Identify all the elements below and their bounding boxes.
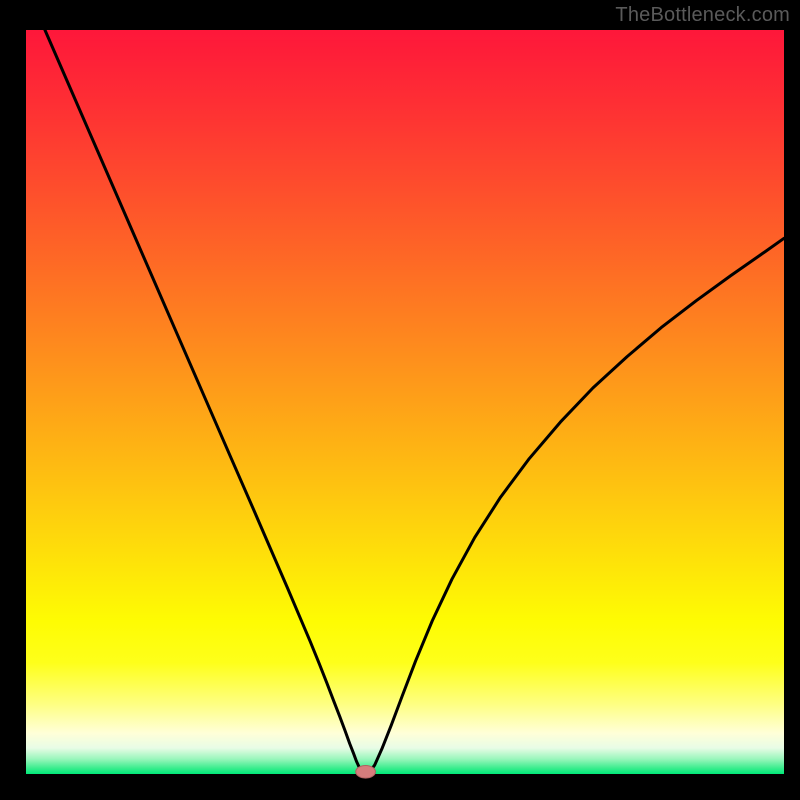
plot-area xyxy=(26,30,784,774)
optimal-marker xyxy=(356,765,376,778)
chart-svg xyxy=(0,0,800,800)
bottleneck-chart: TheBottleneck.com xyxy=(0,0,800,800)
watermark-text: TheBottleneck.com xyxy=(615,4,790,27)
